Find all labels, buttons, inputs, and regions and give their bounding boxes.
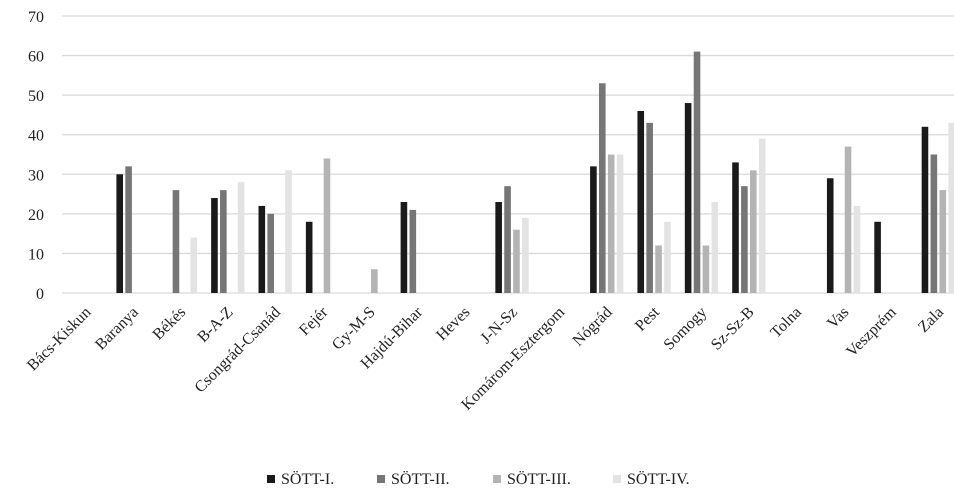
bar — [844, 146, 852, 293]
bar — [930, 154, 938, 293]
legend-swatch — [267, 475, 275, 483]
bar — [285, 170, 292, 293]
bar — [655, 245, 662, 293]
x-tick-label: Bács-Kiskun — [24, 304, 94, 374]
legend-label: SÖTT-IV. — [627, 470, 690, 488]
bar — [258, 205, 266, 293]
bar — [190, 237, 198, 293]
y-tick-label: 30 — [28, 167, 44, 184]
bar — [693, 51, 701, 293]
bar — [237, 182, 245, 293]
bar — [495, 201, 502, 293]
bar — [741, 186, 748, 293]
x-tick-label: Baranya — [92, 304, 142, 354]
x-tick-label: Zala — [915, 304, 947, 336]
x-tick-label: Fejér — [296, 303, 332, 339]
bar — [267, 213, 275, 293]
bar — [409, 209, 417, 293]
y-tick-label: 10 — [28, 246, 44, 263]
bar — [711, 201, 719, 293]
bar — [598, 83, 606, 294]
bar — [684, 103, 692, 293]
bar — [211, 198, 218, 293]
bar — [948, 122, 954, 293]
legend-label: SÖTT-III. — [507, 470, 571, 488]
y-axis: 0 10 20 30 40 50 60 70 — [28, 9, 44, 303]
bar — [732, 162, 739, 293]
y-tick-label: 70 — [28, 9, 44, 26]
x-tick-label: Pest — [632, 303, 663, 334]
bar — [371, 269, 378, 293]
bar — [749, 170, 757, 293]
x-tick-label: Békés — [150, 304, 190, 344]
x-tick-label: Heves — [433, 304, 473, 344]
bar — [921, 126, 929, 293]
x-tick-label: Veszprém — [843, 303, 900, 360]
legend-swatch — [377, 475, 385, 483]
bar — [702, 245, 710, 293]
x-tick-label: Csongrád-Csanád — [192, 304, 284, 396]
x-tick-label: J-N-Sz — [477, 304, 520, 347]
legend-swatch — [493, 475, 501, 483]
bar — [522, 217, 529, 293]
bar — [125, 166, 132, 293]
bar — [939, 190, 947, 293]
bar — [853, 205, 861, 293]
bar — [400, 201, 408, 293]
x-tick-label: B-A-Z — [194, 304, 236, 346]
legend-swatch — [613, 475, 621, 483]
x-tick-label: Sz-Sz-B — [708, 304, 758, 354]
bar — [504, 186, 511, 293]
bar — [826, 178, 834, 293]
bar — [874, 221, 881, 293]
bar-layer — [116, 51, 954, 294]
x-tick-label: Somogy — [661, 304, 711, 354]
bar — [758, 138, 766, 293]
y-tick-label: 20 — [28, 207, 44, 224]
legend-label: SÖTT-II. — [391, 470, 450, 488]
bar — [664, 221, 671, 293]
x-tick-label: Nógrád — [570, 304, 616, 350]
bar — [172, 190, 180, 293]
bar — [646, 122, 653, 293]
y-tick-label: 50 — [28, 88, 44, 105]
y-tick-label: 40 — [28, 128, 44, 145]
y-tick-label: 60 — [28, 49, 44, 66]
bar — [607, 154, 615, 293]
bar — [637, 110, 645, 293]
bar — [323, 158, 331, 293]
y-tick-label: 0 — [36, 286, 44, 303]
x-tick-label: Tolna — [767, 304, 805, 342]
bar — [616, 154, 624, 293]
bar — [220, 190, 227, 293]
legend: SÖTT-I. SÖTT-II. SÖTT-III. SÖTT-IV. — [267, 470, 690, 488]
bar — [513, 229, 520, 293]
bar — [305, 221, 313, 293]
bar — [116, 174, 124, 293]
bar — [590, 166, 597, 293]
x-tick-label: Vas — [824, 304, 852, 332]
legend-label: SÖTT-I. — [281, 470, 334, 488]
